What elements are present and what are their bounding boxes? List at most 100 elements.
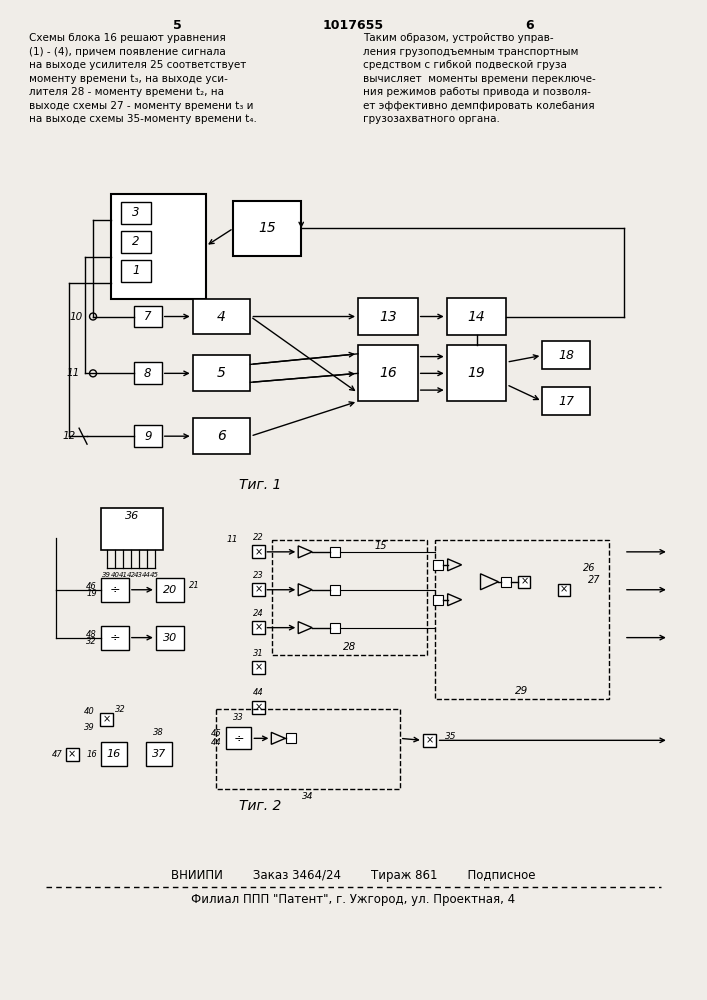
Bar — [101, 626, 129, 650]
Bar — [192, 299, 250, 334]
Text: 17: 17 — [558, 395, 574, 408]
Bar — [156, 626, 184, 650]
Text: 13: 13 — [379, 310, 397, 324]
Bar — [559, 584, 570, 596]
Bar — [101, 578, 129, 602]
Text: 8: 8 — [144, 367, 151, 380]
Text: ния режимов работы привода и позволя-: ния режимов работы привода и позволя- — [363, 87, 591, 97]
Text: 6: 6 — [525, 19, 534, 32]
Text: Филиал ППП "Патент", г. Ужгород, ул. Проектная, 4: Филиал ППП "Патент", г. Ужгород, ул. Про… — [191, 893, 515, 906]
Text: 12: 12 — [62, 431, 76, 441]
Bar — [252, 583, 265, 596]
Text: 16: 16 — [86, 750, 97, 759]
Text: 5: 5 — [217, 366, 226, 380]
Text: 35: 35 — [445, 732, 456, 741]
Text: 39: 39 — [103, 572, 112, 578]
Text: 19: 19 — [86, 589, 97, 598]
Text: 27: 27 — [588, 575, 600, 585]
Text: 31: 31 — [253, 649, 264, 658]
Text: 38: 38 — [153, 728, 164, 737]
Text: 33: 33 — [233, 713, 244, 722]
Text: 24: 24 — [253, 609, 264, 618]
Text: 6: 6 — [217, 429, 226, 443]
Bar — [447, 345, 506, 401]
Text: 36: 36 — [124, 511, 139, 521]
Text: 1: 1 — [132, 264, 139, 277]
Bar — [192, 355, 250, 391]
Bar — [100, 713, 113, 726]
Bar — [121, 202, 151, 224]
Bar — [101, 508, 163, 550]
Bar — [121, 260, 151, 282]
Text: средством с гибкой подвеской груза: средством с гибкой подвеской груза — [363, 60, 567, 70]
Text: 16: 16 — [379, 366, 397, 380]
Text: лителя 28 - моменту времени t₂, на: лителя 28 - моменту времени t₂, на — [29, 87, 224, 97]
Text: 3: 3 — [132, 206, 139, 219]
Text: ×: × — [255, 585, 262, 595]
Text: 46: 46 — [86, 582, 97, 591]
Text: ет эффективно демпфировать колебания: ет эффективно демпфировать колебания — [363, 101, 595, 111]
Text: 4: 4 — [217, 310, 226, 324]
Text: 22: 22 — [253, 533, 264, 542]
Text: 19: 19 — [467, 366, 486, 380]
Text: грузозахватного органа.: грузозахватного органа. — [363, 114, 500, 124]
Bar — [156, 578, 184, 602]
Text: 28: 28 — [343, 642, 356, 652]
Text: 11: 11 — [66, 368, 80, 378]
Text: ×: × — [426, 735, 434, 745]
Bar — [66, 748, 78, 761]
Bar — [252, 545, 265, 558]
Bar — [233, 201, 301, 256]
Bar — [423, 734, 436, 747]
Text: Схемы блока 16 решают уравнения: Схемы блока 16 решают уравнения — [29, 33, 226, 43]
Text: 11: 11 — [227, 535, 238, 544]
Text: Τиг. 2: Τиг. 2 — [239, 799, 281, 813]
Text: 32: 32 — [86, 637, 97, 646]
Text: выходе схемы 27 - моменту времени t₃ и: выходе схемы 27 - моменту времени t₃ и — [29, 101, 254, 111]
Text: 45: 45 — [211, 729, 221, 738]
Text: ÷: ÷ — [110, 631, 120, 644]
Bar — [101, 742, 127, 766]
Text: 14: 14 — [467, 310, 486, 324]
Text: ×: × — [255, 663, 262, 673]
Text: 44: 44 — [211, 738, 221, 747]
Text: 18: 18 — [558, 349, 574, 362]
Text: 48: 48 — [86, 630, 97, 639]
Bar — [134, 362, 162, 384]
Text: ВНИИПИ        Заказ 3464/24        Тираж 861        Подписное: ВНИИПИ Заказ 3464/24 Тираж 861 Подписное — [171, 869, 535, 882]
Text: 21: 21 — [189, 581, 199, 590]
Text: 34: 34 — [302, 792, 313, 801]
Text: 45: 45 — [151, 572, 159, 578]
Bar — [433, 595, 443, 605]
Bar — [286, 733, 296, 743]
Bar — [447, 298, 506, 335]
Text: ×: × — [103, 714, 111, 724]
Text: ×: × — [255, 623, 262, 633]
Text: 1017655: 1017655 — [322, 19, 384, 32]
Text: 10: 10 — [69, 312, 83, 322]
Text: ÷: ÷ — [233, 732, 244, 745]
Bar — [433, 560, 443, 570]
Text: Таким образом, устройство управ-: Таким образом, устройство управ- — [363, 33, 554, 43]
Text: 7: 7 — [144, 310, 151, 323]
Text: 23: 23 — [253, 571, 264, 580]
Bar — [146, 742, 172, 766]
Bar — [330, 585, 340, 595]
Bar — [542, 387, 590, 415]
Text: 40: 40 — [110, 572, 119, 578]
Bar — [330, 547, 340, 557]
Text: 2: 2 — [132, 235, 139, 248]
Bar — [192, 418, 250, 454]
Text: ×: × — [560, 585, 568, 595]
Text: 9: 9 — [144, 430, 151, 443]
Text: 41: 41 — [118, 572, 127, 578]
Text: ÷: ÷ — [110, 583, 120, 596]
Bar — [435, 540, 609, 699]
Text: 5: 5 — [173, 19, 182, 32]
Bar — [216, 709, 400, 789]
Text: 43: 43 — [134, 572, 144, 578]
Text: 16: 16 — [107, 749, 121, 759]
Text: 29: 29 — [515, 686, 528, 696]
Text: 30: 30 — [163, 633, 177, 643]
Text: 37: 37 — [151, 749, 166, 759]
